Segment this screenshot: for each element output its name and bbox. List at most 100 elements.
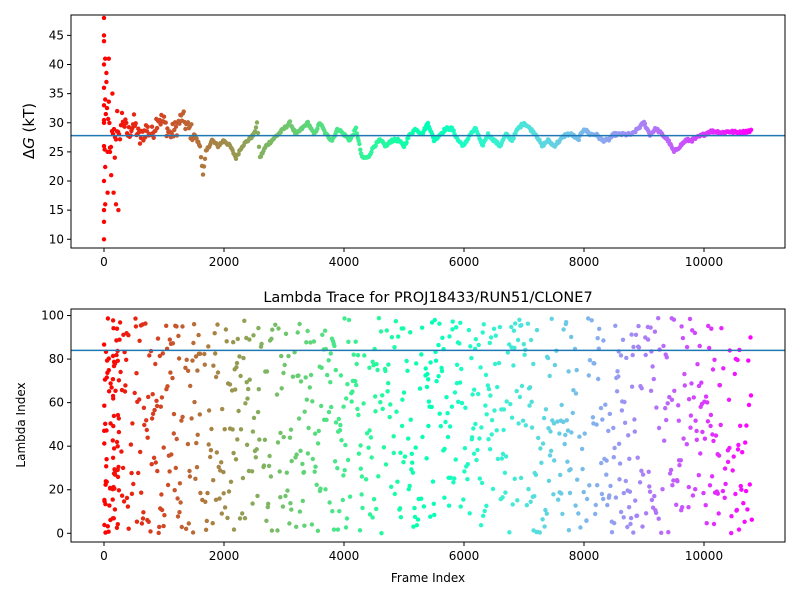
lambda-point [152,407,157,413]
lambda-point [512,476,517,481]
lambda-point [707,345,712,351]
lambda-point [404,358,409,364]
lambda-point [725,459,731,465]
delta-g-point [358,147,363,152]
lambda-point [688,413,694,418]
lambda-point [318,486,323,491]
lambda-point [668,467,674,473]
lambda-point [220,406,225,412]
lambda-point [340,497,345,503]
lambda-point [505,350,510,355]
lambda-point [465,477,470,482]
lambda-point [114,439,120,445]
lambda-point [253,455,258,460]
lambda-point [341,404,346,409]
lambda-point [208,448,214,453]
lambda-point [607,411,612,417]
lambda-point [243,401,248,406]
lambda-point [105,524,111,529]
delta-g-early-point [107,149,113,155]
delta-g-point [106,99,112,104]
lambda-point [211,363,216,368]
lambda-point [691,395,696,400]
lambda-point [312,469,317,474]
lambda-point [388,402,393,407]
lambda-point [677,463,682,468]
lambda-point [301,469,307,475]
lambda-point [397,506,403,511]
lambda-point [582,431,587,436]
lambda-point [326,358,331,363]
lambda-point [648,325,653,330]
lambda-point [616,441,622,446]
lambda-point [393,319,399,324]
lambda-point [687,316,693,322]
lambda-point [137,338,142,343]
lambda-point [704,521,709,526]
lambda-point [408,330,413,335]
lambda-point [171,431,176,436]
lambda-point [294,452,299,457]
delta-g-point [133,121,138,126]
lambda-point [247,377,252,382]
lambda-point [273,322,278,327]
lambda-point [333,420,339,425]
lambda-point [345,382,350,387]
delta-g-point [357,141,362,147]
lambda-point [618,353,624,358]
lambda-point [628,521,633,527]
lambda-point [369,455,374,460]
lambda-point [206,442,211,447]
lambda-point [729,530,734,536]
lambda-point [409,451,414,456]
lambda-point [540,441,546,446]
lambda-point [198,490,203,496]
lambda-point [489,432,494,437]
delta-g-early-point [101,62,107,67]
lambda-point [425,371,430,377]
lambda-point [611,425,616,431]
lambda-early-point [106,356,112,361]
lambda-point [527,403,532,408]
lambda-point [254,447,259,452]
lambda-point [566,369,571,374]
lambda-point [129,470,134,476]
lambda-point [703,503,708,508]
y-tick-label: 15 [49,203,64,217]
lambda-point [709,474,715,479]
lambda-point [406,487,411,492]
lambda-point [115,444,120,449]
lambda-point [743,440,748,445]
lambda-trace-ticks: 0 2000 4000 6000 8000 10000 0 20 40 60 80 100 [41,309,723,563]
lambda-point [238,373,243,379]
lambda-point [180,414,185,420]
lambda-point [125,504,131,509]
lambda-point [358,443,363,448]
lambda-early-point [115,474,121,480]
lambda-point [398,515,404,520]
lambda-point [261,463,267,468]
lambda-point [159,395,165,400]
lambda-point [146,394,151,400]
lambda-point [424,384,430,390]
lambda-point [663,406,668,411]
lambda-point [659,530,664,535]
lambda-point [735,447,741,452]
lambda-early-point [103,482,108,487]
lambda-point [485,383,491,388]
lambda-point [134,371,139,376]
lambda-point [477,476,482,481]
lambda-point [215,370,221,375]
lambda-point [740,450,745,455]
lambda-point [338,422,343,428]
lambda-point [431,501,436,506]
lambda-point [484,503,489,508]
lambda-point [528,337,534,343]
lambda-point [450,319,455,324]
lambda-point [242,516,248,521]
lambda-point [275,440,281,445]
lambda-point [496,360,502,366]
lambda-point [509,415,515,420]
lambda-point [121,499,127,504]
lambda-point [548,448,554,453]
